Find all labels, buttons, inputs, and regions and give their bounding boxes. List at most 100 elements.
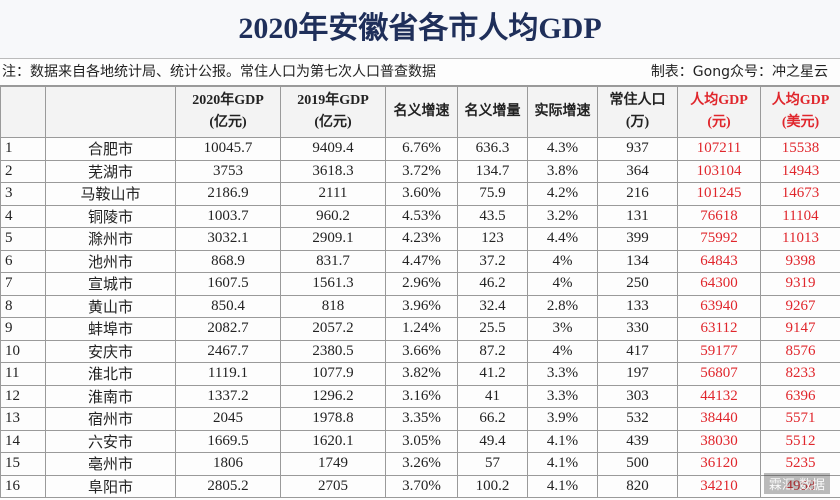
table-cell: 134 xyxy=(597,249,678,273)
table-cell: 820 xyxy=(597,474,678,498)
table-cell: 1806 xyxy=(175,452,281,476)
table-cell: 4% xyxy=(527,339,598,363)
table-cell: 818 xyxy=(280,294,386,318)
table-cell: 2909.1 xyxy=(280,227,386,251)
table-cell: 1669.5 xyxy=(175,429,281,453)
table-cell: 9267 xyxy=(760,294,840,318)
table-cell: 3.3% xyxy=(527,384,598,408)
note-line: 注：数据来自各地统计局、统计公报。常住人口为第七次人口普查数据 制表：Gong众… xyxy=(0,59,840,86)
table-cell: 133 xyxy=(597,294,678,318)
table-cell: 3.16% xyxy=(385,384,458,408)
table-cell: 2467.7 xyxy=(175,339,281,363)
table-cell: 4.47% xyxy=(385,249,458,273)
table-cell: 9 xyxy=(0,317,46,341)
table-cell: 831.7 xyxy=(280,249,386,273)
table-cell: 500 xyxy=(597,452,678,476)
table-cell: 2111 xyxy=(280,182,386,206)
title: 2020年安徽省各市人均GDP xyxy=(0,0,840,59)
header-cell: 名义增速 xyxy=(385,86,458,138)
table-cell: 3753 xyxy=(175,159,281,183)
header-text: (亿元) xyxy=(314,115,352,130)
table-cell: 4.53% xyxy=(385,204,458,228)
table-cell: 15 xyxy=(0,452,46,476)
table-cell: 4.2% xyxy=(527,182,598,206)
table-cell: 134.7 xyxy=(457,159,528,183)
table-row: 8 黄山市 850.4 818 3.96% 32.4 2.8% 133 63940 9267 xyxy=(0,294,840,318)
table-row: 1 合肥市 10045.7 9409.4 6.76% 636.3 4.3% 937 107211… xyxy=(0,137,840,161)
table-cell: 250 xyxy=(597,272,678,296)
table-cell: 63940 xyxy=(677,294,761,318)
table-cell: 197 xyxy=(597,362,678,386)
header-text: (元) xyxy=(707,115,731,130)
table-cell: 宿州市 xyxy=(45,407,176,431)
table-cell: 2805.2 xyxy=(175,474,281,498)
table-cell: 4958 xyxy=(760,474,840,498)
table-cell: 11104 xyxy=(760,204,840,228)
header-text: 名义增量 xyxy=(464,104,521,119)
table-cell: 4.1% xyxy=(527,452,598,476)
table-cell: 100.2 xyxy=(457,474,528,498)
table-cell: 1.24% xyxy=(385,317,458,341)
table-cell: 960.2 xyxy=(280,204,386,228)
table-cell: 330 xyxy=(597,317,678,341)
table-cell: 1119.1 xyxy=(175,362,281,386)
table-cell: 4 xyxy=(0,204,46,228)
table-cell: 75.9 xyxy=(457,182,528,206)
table-cell: 868.9 xyxy=(175,249,281,273)
table-cell: 2.8% xyxy=(527,294,598,318)
table-cell: 3.2% xyxy=(527,204,598,228)
table-cell: 3.96% xyxy=(385,294,458,318)
table-cell: 3% xyxy=(527,317,598,341)
table-cell: 6.76% xyxy=(385,137,458,161)
table-cell: 25.5 xyxy=(457,317,528,341)
table-cell: 2082.7 xyxy=(175,317,281,341)
table-cell: 56807 xyxy=(677,362,761,386)
note: 注：数据来自各地统计局、统计公报。常住人口为第七次人口普查数据 xyxy=(2,64,436,80)
table-cell: 63112 xyxy=(677,317,761,341)
table-cell: 淮南市 xyxy=(45,384,176,408)
table-cell: 36120 xyxy=(677,452,761,476)
table-cell: 16 xyxy=(0,474,46,498)
table-cell: 安庆市 xyxy=(45,339,176,363)
table-cell: 4% xyxy=(527,249,598,273)
table-cell: 3.26% xyxy=(385,452,458,476)
table-row: 12 淮南市 1337.2 1296.2 3.16% 41 3.3% 303 44132 6396 xyxy=(0,384,840,408)
table-cell: 66.2 xyxy=(457,407,528,431)
table-cell: 3.70% xyxy=(385,474,458,498)
table-cell: 103104 xyxy=(677,159,761,183)
table-cell: 12 xyxy=(0,384,46,408)
table-cell: 303 xyxy=(597,384,678,408)
table-cell: 4.1% xyxy=(527,474,598,498)
table-row: 9 蚌埠市 2082.7 2057.2 1.24% 25.5 3% 330 63112 9147 xyxy=(0,317,840,341)
table-cell: 芜湖市 xyxy=(45,159,176,183)
header-text: 2020年GDP xyxy=(192,93,264,108)
table-cell: 46.2 xyxy=(457,272,528,296)
table-cell: 3.8% xyxy=(527,159,598,183)
header-text: (亿元) xyxy=(209,115,247,130)
table-cell: 75992 xyxy=(677,227,761,251)
table-cell: 131 xyxy=(597,204,678,228)
credit: 制表：Gong众号：冲之星云 xyxy=(650,64,828,80)
table-cell: 937 xyxy=(597,137,678,161)
table-row: 6 池州市 868.9 831.7 4.47% 37.2 4% 134 64843 9398 xyxy=(0,249,840,273)
table-cell: 364 xyxy=(597,159,678,183)
table-cell: 8576 xyxy=(760,339,840,363)
table-cell: 1620.1 xyxy=(280,429,386,453)
table-cell: 34210 xyxy=(677,474,761,498)
header-text: 实际增速 xyxy=(534,104,591,119)
table-cell: 59177 xyxy=(677,339,761,363)
table-cell: 13 xyxy=(0,407,46,431)
table-cell: 11013 xyxy=(760,227,840,251)
table-row: 14 六安市 1669.5 1620.1 3.05% 49.4 4.1% 439 38030 55… xyxy=(0,429,840,453)
header-cell: 实际增速 xyxy=(527,86,598,138)
table-cell: 4% xyxy=(527,272,598,296)
table-cell: 2 xyxy=(0,159,46,183)
table-cell: 8233 xyxy=(760,362,840,386)
table-cell: 1337.2 xyxy=(175,384,281,408)
header-cell: 2019年GDP (亿元) xyxy=(280,86,386,138)
table-cell: 2057.2 xyxy=(280,317,386,341)
table-row: 10 安庆市 2467.7 2380.5 3.66% 87.2 4% 417 59177 8576 xyxy=(0,339,840,363)
data-table: 2020年GDP (亿元) 2019年GDP (亿元) 名义增速 名义增量 实际增速 常住人口… xyxy=(0,86,840,498)
table-cell: 38440 xyxy=(677,407,761,431)
table-cell: 黄山市 xyxy=(45,294,176,318)
